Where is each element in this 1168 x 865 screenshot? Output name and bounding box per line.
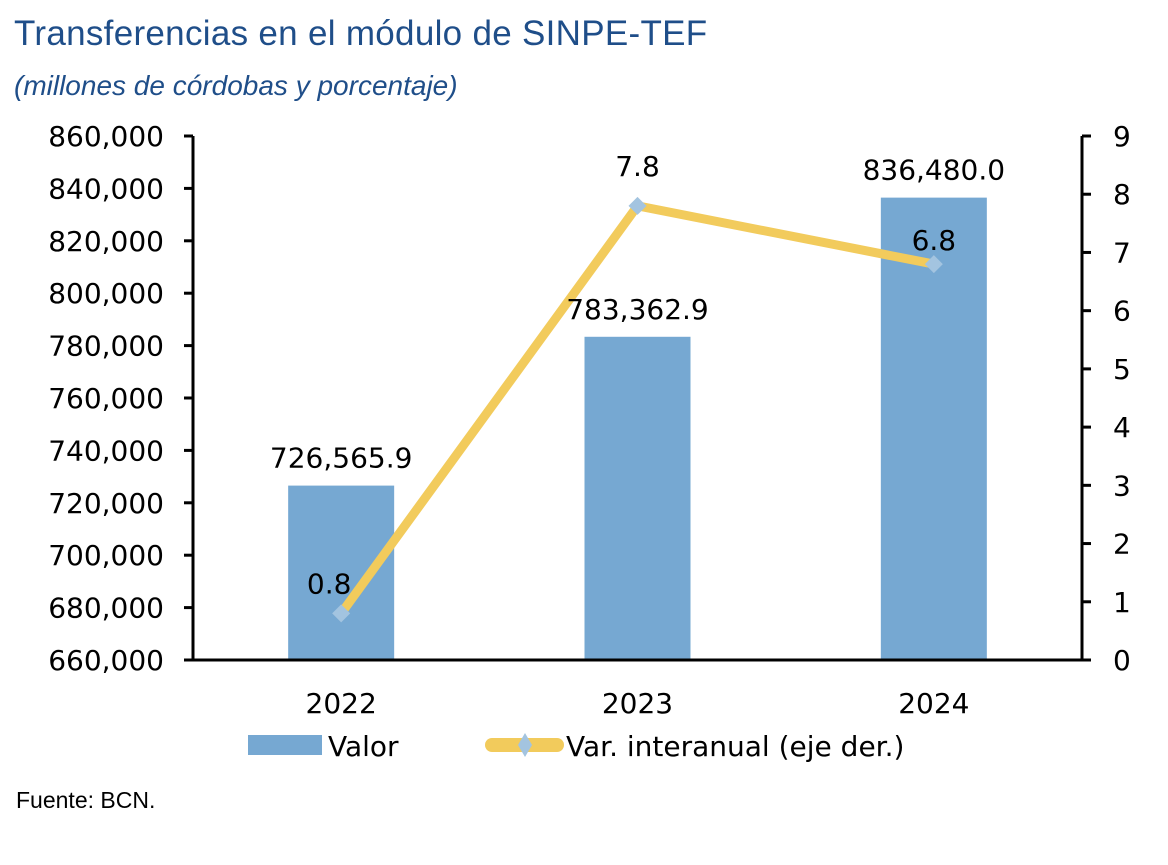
y-left-tick-label: 800,000 — [48, 277, 164, 310]
y-right-tick-label: 5 — [1113, 353, 1131, 386]
y-right-tick-label: 2 — [1113, 528, 1131, 561]
y-right-tick-label: 0 — [1113, 644, 1131, 677]
y-left-tick-label: 700,000 — [48, 539, 164, 572]
y-right-tick-label: 6 — [1113, 295, 1131, 328]
y-left-tick-label: 720,000 — [48, 487, 164, 520]
y-left-tick-label: 660,000 — [48, 644, 164, 677]
legend: Valor Var. interanual (eje der.) — [248, 730, 904, 763]
y-right-tick-label: 8 — [1113, 178, 1131, 211]
y-right-tick-label: 4 — [1113, 411, 1131, 444]
x-tick-label: 2024 — [898, 687, 969, 720]
bars-layer — [288, 197, 987, 660]
y-left-tick-label: 840,000 — [48, 172, 164, 205]
chart-subtitle: (millones de córdobas y porcentaje) — [14, 70, 458, 101]
legend-label-valor: Valor — [328, 730, 399, 763]
axes-layer: 660,000 680,000 700,000 720,000 740,000 760,0… — [48, 120, 1131, 720]
bar-data-label: 836,480.0 — [863, 154, 1006, 187]
y-left-tick-label: 760,000 — [48, 382, 164, 415]
bar-data-label: 726,565.9 — [270, 442, 413, 475]
y-right-tick-label: 1 — [1113, 586, 1131, 619]
y-left-tick-label: 860,000 — [48, 120, 164, 153]
chart-title: Transferencias en el módulo de SINPE-TEF — [14, 14, 708, 53]
y-right-tick-label: 9 — [1113, 120, 1131, 153]
line-data-label: 0.8 — [307, 567, 352, 600]
line-data-label: 6.8 — [912, 224, 957, 257]
bar-2022 — [288, 485, 395, 660]
line-layer — [332, 196, 943, 623]
legend-diamond-icon — [518, 733, 532, 757]
source-note: Fuente: BCN. — [16, 787, 156, 813]
y-right-tick-label: 7 — [1113, 236, 1131, 269]
legend-label-var: Var. interanual (eje der.) — [566, 730, 904, 763]
line-marker-2022 — [332, 604, 351, 623]
legend-swatch-valor — [248, 735, 322, 755]
bar-data-label: 783,362.9 — [566, 293, 709, 326]
x-tick-label: 2022 — [306, 687, 377, 720]
line-data-label: 7.8 — [615, 150, 660, 183]
y-left-tick-label: 820,000 — [48, 225, 164, 258]
line-marker-2023 — [628, 196, 647, 215]
y-left-tick-label: 740,000 — [48, 434, 164, 467]
bar-2024 — [880, 197, 987, 660]
y-left-tick-label: 680,000 — [48, 592, 164, 625]
y-right-tick-label: 3 — [1113, 469, 1131, 502]
y-left-tick-label: 780,000 — [48, 330, 164, 363]
line-marker-2024 — [924, 255, 943, 274]
labels-layer: 726,565.9 783,362.9 836,480.0 0.8 7.8 6.8 — [270, 150, 1005, 601]
x-tick-label: 2023 — [602, 687, 673, 720]
bar-2023 — [584, 336, 691, 660]
